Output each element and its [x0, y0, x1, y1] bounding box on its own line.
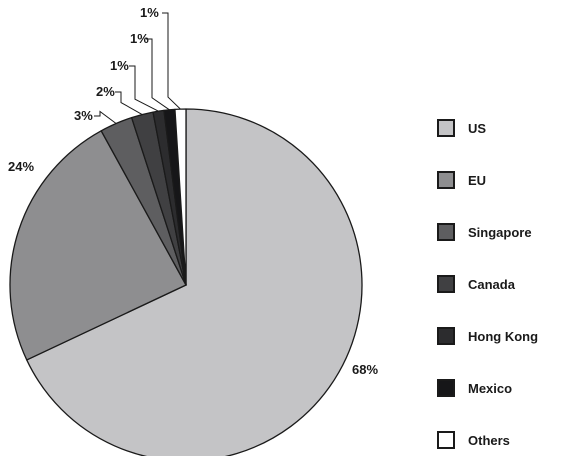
legend-label-eu: EU: [468, 173, 486, 188]
leader-canada: [115, 91, 143, 115]
data-labels: 68%24%3%2%1%1%1%: [8, 5, 378, 377]
label-hong-kong: 1%: [110, 58, 129, 73]
slice-others: [174, 108, 187, 286]
legend-swatch-us: [437, 119, 455, 137]
legend-swatch-eu: [437, 171, 455, 189]
slice-us: [26, 108, 363, 456]
legend-label-canada: Canada: [468, 277, 516, 292]
legend-label-others: Others: [468, 433, 510, 448]
label-mexico: 1%: [130, 31, 149, 46]
legend-label-singapore: Singapore: [468, 225, 532, 240]
legend-label-hong-kong: Hong Kong: [468, 329, 538, 344]
leader-others: [162, 12, 181, 110]
legend-swatch-canada: [437, 275, 455, 293]
legend: US EU Singapore Canada Hong Kong Mexico Others: [437, 119, 538, 449]
legend-label-mexico: Mexico: [468, 381, 512, 396]
label-eu: 24%: [8, 159, 34, 174]
slice-eu: [9, 130, 187, 361]
leader-hong-kong: [129, 65, 159, 112]
legend-swatch-singapore: [437, 223, 455, 241]
label-us: 68%: [352, 362, 378, 377]
legend-swatch-mexico: [437, 379, 455, 397]
label-canada: 2%: [96, 84, 115, 99]
pie-slices: [9, 108, 363, 456]
label-others: 1%: [140, 5, 159, 20]
leader-mexico: [146, 38, 170, 111]
legend-label-us: US: [468, 121, 486, 136]
label-singapore: 3%: [74, 108, 93, 123]
legend-swatch-others: [437, 431, 455, 449]
leader-singapore: [94, 110, 117, 124]
legend-swatch-hong-kong: [437, 327, 455, 345]
leader-lines: [94, 12, 181, 124]
